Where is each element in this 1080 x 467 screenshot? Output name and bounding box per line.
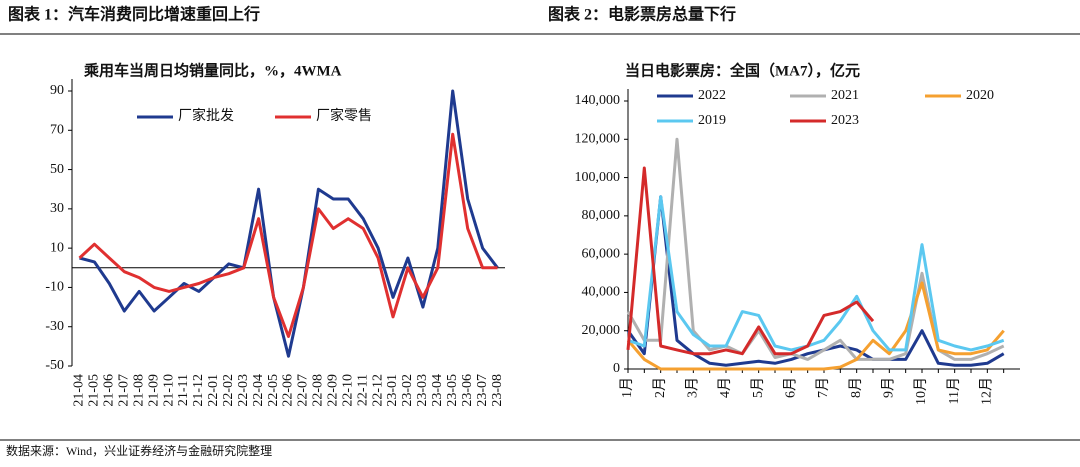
y-tick-label: 20,000	[582, 323, 621, 338]
y-tick-label: 0	[613, 361, 620, 376]
x-tick-label: 22-01	[206, 374, 221, 407]
x-tick-label: 11月	[946, 377, 962, 404]
legend-label: 2021	[831, 88, 859, 103]
x-tick-label: 22-09	[326, 374, 341, 407]
x-tick-label: 22-04	[251, 374, 266, 407]
y-tick-label: 30	[50, 201, 64, 216]
x-tick-label: 3月	[685, 377, 701, 398]
x-tick-label: 23-05	[445, 374, 460, 407]
x-tick-label: 22-07	[296, 374, 311, 407]
x-tick-label: 2月	[652, 377, 668, 398]
caption: 图表 1：汽车消费同比增速重回上行	[8, 5, 260, 24]
x-tick-label: 23-08	[490, 374, 505, 407]
y-tick-label: 80,000	[582, 208, 621, 223]
y-tick-label: -10	[45, 280, 64, 295]
series-line	[79, 89, 499, 358]
x-tick-label: 22-11	[355, 374, 370, 406]
x-tick-label: 5月	[750, 377, 766, 398]
x-tick-label: 10月	[913, 377, 929, 405]
x-tick-label: 21-10	[161, 374, 176, 407]
series-line	[626, 137, 1005, 361]
x-tick-label: 23-02	[400, 374, 415, 407]
legend-label: 厂家批发	[178, 107, 234, 124]
y-tick-label: 40,000	[582, 285, 621, 300]
chart-title: 当日电影票房：全国（MA7），亿元	[625, 61, 860, 79]
x-tick-label: 9月	[881, 377, 897, 398]
x-tick-label: 22-08	[311, 374, 326, 407]
y-tick-label: 10	[50, 240, 64, 255]
series-line	[626, 281, 1005, 371]
x-tick-label: 22-02	[221, 374, 236, 407]
x-tick-label: 23-01	[385, 374, 400, 407]
legend-label: 2022	[698, 88, 726, 103]
x-tick-label: 21-12	[191, 374, 206, 407]
x-tick-label: 23-04	[430, 374, 445, 407]
x-tick-label: 4月	[717, 377, 733, 398]
x-tick-label: 23-03	[415, 374, 430, 407]
x-tick-label: 6月	[783, 377, 799, 398]
y-tick-label: 120,000	[575, 132, 621, 147]
series-line	[626, 195, 1005, 367]
x-tick-label: 1月	[619, 377, 635, 398]
x-tick-label: 21-05	[87, 374, 102, 407]
x-tick-label: 21-07	[116, 374, 131, 407]
x-tick-label: 21-09	[146, 374, 161, 407]
legend-label: 2019	[698, 113, 726, 128]
x-tick-label: 21-06	[102, 374, 117, 407]
x-tick-label: 8月	[848, 377, 864, 398]
x-tick-label: 22-05	[266, 374, 281, 407]
series-line	[78, 132, 498, 338]
y-tick-label: 140,000	[575, 93, 621, 108]
x-tick-label: 21-11	[176, 374, 191, 406]
x-tick-label: 23-06	[460, 374, 475, 407]
x-tick-label: 22-06	[281, 374, 296, 407]
x-tick-label: 7月	[815, 377, 831, 398]
caption: 图表 2：电影票房总量下行	[548, 5, 736, 24]
y-tick-label: 100,000	[575, 170, 621, 185]
series-line	[627, 195, 1005, 352]
y-tick-label: 50	[50, 162, 64, 177]
legend-label: 厂家零售	[316, 107, 372, 124]
legend-label: 2020	[966, 88, 994, 103]
x-tick-label: 21-04	[72, 374, 87, 407]
x-tick-label: 22-10	[340, 374, 355, 407]
x-tick-label: 22-12	[370, 374, 385, 407]
x-tick-label: 22-03	[236, 374, 251, 407]
source: 数据来源：Wind，兴业证券经济与金融研究院整理	[6, 443, 272, 458]
y-tick-label: -50	[45, 358, 64, 373]
x-tick-label: 21-08	[131, 374, 146, 407]
legend-label: 2023	[831, 113, 859, 128]
series-line	[626, 166, 875, 356]
y-tick-label: 90	[50, 83, 64, 98]
y-tick-label: -30	[45, 319, 64, 334]
x-tick-label: 12月	[979, 377, 995, 405]
chart-title: 乘用车当周日均销量同比，%，4WMA	[83, 61, 342, 79]
y-tick-label: 60,000	[582, 246, 621, 261]
y-tick-label: 70	[50, 123, 64, 138]
x-tick-label: 23-07	[475, 374, 490, 407]
